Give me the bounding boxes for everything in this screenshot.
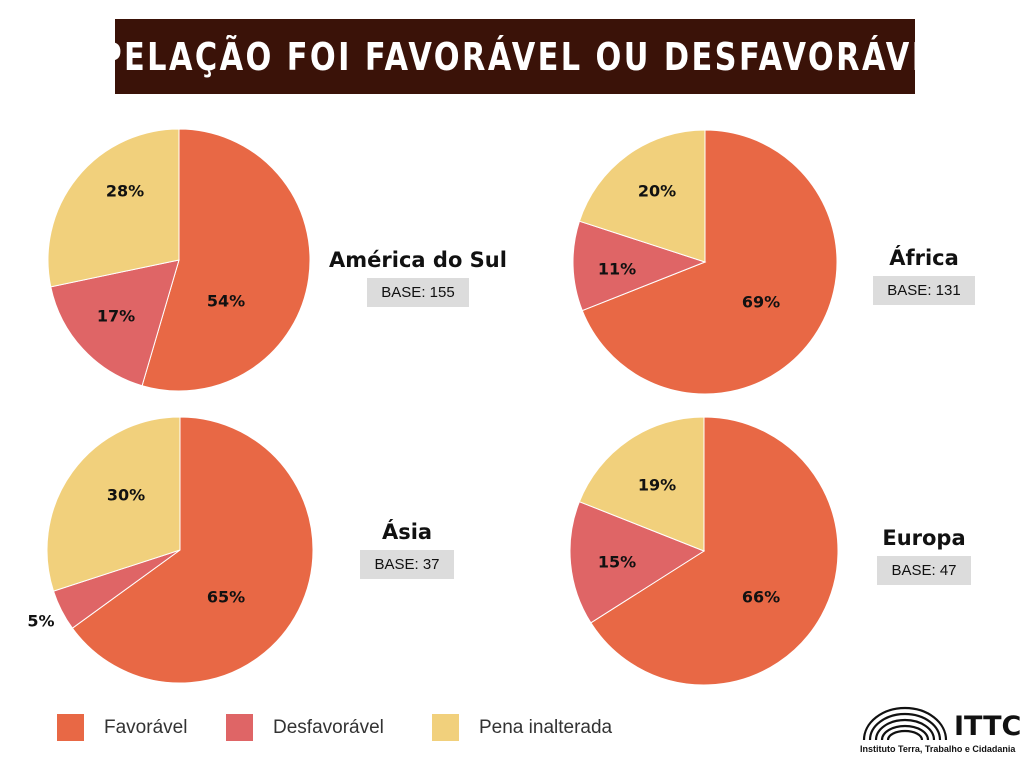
data-label: 30% [107, 486, 145, 505]
data-label: 54% [207, 292, 245, 311]
region-name: América do Sul [329, 248, 507, 272]
region-asia: Ásia BASE: 37 [307, 520, 507, 579]
data-label: 17% [97, 307, 135, 326]
base-badge: BASE: 37 [360, 550, 454, 579]
slice-desfavoravel [572, 220, 707, 312]
slice-pena-inalterada [578, 129, 706, 263]
region-name: Europa [882, 526, 966, 550]
base-badge: BASE: 131 [873, 276, 975, 305]
legend-label: Desfavorável [273, 716, 384, 738]
data-label: 19% [638, 476, 676, 495]
legend-item-desfavoravel: Desfavorável [226, 714, 384, 741]
data-label: 69% [742, 293, 780, 312]
arc-logo-icon [862, 706, 948, 741]
data-label: 15% [598, 553, 636, 572]
region-name: África [889, 246, 959, 270]
data-label: 5% [27, 612, 54, 631]
data-label: 66% [742, 588, 780, 607]
title-banner: APELAÇÃO FOI FAVORÁVEL OU DESFAVORÁVEL [73, 19, 954, 94]
legend-label: Favorável [104, 716, 188, 738]
slice-desfavoravel [569, 501, 706, 624]
slice-favoravel [141, 128, 311, 392]
logo-text: ITTC [954, 711, 1022, 742]
legend-swatch [226, 714, 253, 741]
data-label: 28% [106, 182, 144, 201]
legend-item-pena-inalterada: Pena inalterada [432, 714, 612, 741]
region-south-america: América do Sul BASE: 155 [318, 248, 518, 307]
legend-swatch [57, 714, 84, 741]
data-label: 20% [638, 182, 676, 201]
base-badge: BASE: 47 [877, 556, 971, 585]
slice-pena-inalterada [578, 416, 705, 552]
slice-desfavoravel [50, 259, 180, 387]
region-europe: Europa BASE: 47 [824, 526, 1024, 585]
slice-pena-inalterada [47, 128, 180, 288]
legend-label: Pena inalterada [479, 716, 613, 738]
chart-title: APELAÇÃO FOI FAVORÁVEL OU DESFAVORÁVEL [73, 34, 957, 79]
ittc-logo: ITTC Instituto Terra, Trabalho e Cidadan… [860, 704, 1021, 760]
region-africa: África BASE: 131 [824, 246, 1024, 305]
data-label: 65% [207, 588, 245, 607]
legend-swatch [432, 714, 459, 741]
slice-favoravel [590, 416, 839, 686]
data-label: 11% [598, 260, 636, 279]
slice-favoravel [71, 416, 314, 684]
pie-charts: 54% 17% 28% 69% 11% 20% 65% 5% 30% 66% 15% 19% [27, 128, 839, 686]
slice-favoravel [581, 129, 838, 395]
region-name: Ásia [381, 520, 433, 544]
base-badge: BASE: 155 [367, 278, 469, 307]
legend-item-favoravel: Favorável [57, 714, 187, 741]
logo-subtitle: Instituto Terra, Trabalho e Cidadania [860, 744, 1016, 754]
slice-pena-inalterada [46, 416, 181, 592]
